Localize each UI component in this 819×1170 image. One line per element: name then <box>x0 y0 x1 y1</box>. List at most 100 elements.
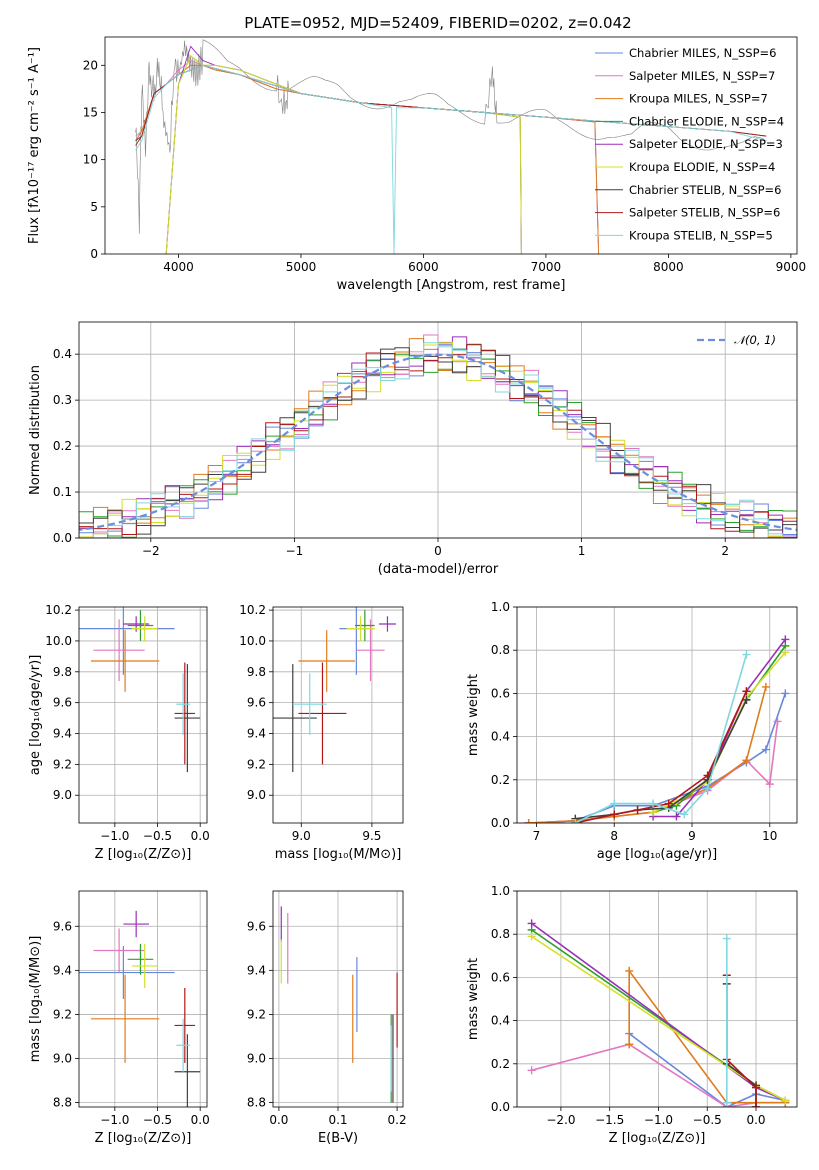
legend-entry: Chabrier STELIB, N_SSP=6 <box>629 183 781 197</box>
x-axis-label: age [log₁₀(age/yr)] <box>597 847 718 862</box>
mass-weight-marker <box>761 745 770 754</box>
spectrum-legend: Chabrier MILES, N_SSP=6 Salpeter MILES, N… <box>595 46 784 242</box>
x-tick-label: 6000 <box>408 260 439 274</box>
mass-weight-marker <box>610 810 619 819</box>
y-tick-label: 0.6 <box>491 686 510 700</box>
error-bar-point <box>93 619 145 682</box>
mass-vs-ebv-frame <box>272 890 404 1108</box>
y-tick-label: 0.2 <box>53 439 72 453</box>
mass-weight-marker <box>761 682 770 691</box>
error-bar-point <box>123 910 149 938</box>
model-spectrum-line <box>135 64 600 254</box>
y-tick-label: 9.4 <box>53 963 72 977</box>
mass-weight-marker <box>703 771 712 780</box>
error-bar-point <box>354 610 375 641</box>
x-tick-label: 9.5 <box>362 829 381 843</box>
mass-weight-marker <box>680 810 689 819</box>
error-bar-point <box>90 630 160 692</box>
y-tick-label: 9.0 <box>247 788 266 802</box>
y-tick-label: 1.0 <box>491 884 510 898</box>
error-bar-point <box>93 928 145 973</box>
x-axis-label: E(B-V) <box>318 1131 358 1146</box>
error-bar-point <box>356 619 385 682</box>
y-tick-label: 0.0 <box>53 531 72 545</box>
mass-weight-marker <box>672 812 681 821</box>
x-axis-label: Z [log₁₀(Z/Z⊙)] <box>95 847 192 862</box>
y-tick-label: 9.4 <box>247 963 266 977</box>
y-tick-label: 8.8 <box>53 1096 72 1110</box>
age-vs-mass-frame <box>272 606 404 824</box>
x-tick-label: 0.1 <box>328 1113 347 1127</box>
x-tick-label: 0.0 <box>191 829 210 843</box>
x-tick-label: −1 <box>286 544 304 558</box>
x-tick-label: 9 <box>688 829 696 843</box>
observed-spectrum-line <box>135 39 765 234</box>
x-tick-label: 0.0 <box>746 1113 765 1127</box>
model-spectrum-line <box>165 55 522 254</box>
x-tick-label: 8 <box>610 829 618 843</box>
model-spectrum-line <box>165 55 522 254</box>
y-tick-label: 10.2 <box>45 603 72 617</box>
error-bar-point <box>90 974 160 1063</box>
mass-vs-ebv-plot-area <box>280 906 398 1103</box>
error-bar-point <box>174 987 196 1063</box>
legend-entry: Chabrier MILES, N_SSP=6 <box>629 46 776 60</box>
mass-weight-marker <box>649 799 658 808</box>
error-bar-point <box>292 673 327 736</box>
y-tick-label: 9.2 <box>247 757 266 771</box>
x-tick-label: −1.0 <box>644 1113 673 1127</box>
mass-weight-marker <box>527 919 536 928</box>
mass-vs-Z-frame <box>78 890 208 1108</box>
spectrum-panel: 4000 5000 6000 7000 8000 9000 0 5 10 15 20 waveleng… <box>27 36 807 293</box>
y-tick-label: 9.6 <box>247 696 266 710</box>
mass-weight-vs-Z-plot-area <box>527 919 790 1107</box>
x-axis-label: mass [log₁₀(M/M⊙)] <box>275 847 402 862</box>
y-tick-label: 0 <box>90 247 98 261</box>
y-tick-label: 9.4 <box>53 727 72 741</box>
x-axis-label: (data-model)/error <box>378 562 499 577</box>
x-tick-label: 1 <box>578 544 586 558</box>
y-axis-label: age [log₁₀(age/yr)] <box>28 655 43 776</box>
legend-entry: Salpeter ELODIE, N_SSP=3 <box>629 137 783 151</box>
y-axis-label: Normed distribution <box>28 365 43 495</box>
legend-entry: 𝒩(0, 1) <box>734 333 776 347</box>
y-tick-label: 9.0 <box>247 1052 266 1066</box>
y-tick-label: 9.6 <box>53 919 72 933</box>
mass-weight-marker <box>742 650 751 659</box>
mass-weight-marker <box>527 932 536 941</box>
x-tick-label: 5000 <box>286 260 317 274</box>
age-vs-Z-plot-area <box>79 607 201 773</box>
x-axis-label: wavelength [Angstrom, rest frame] <box>337 278 566 293</box>
normal-reference-curve <box>79 353 797 532</box>
x-tick-label: 4000 <box>163 260 194 274</box>
x-tick-label: 8000 <box>653 260 684 274</box>
mass-weight-marker <box>752 1083 761 1092</box>
x-tick-label: −2 <box>142 544 160 558</box>
mass-weight-line <box>628 1032 786 1107</box>
y-tick-label: 0.6 <box>491 970 510 984</box>
x-tick-label: 0.0 <box>191 1113 210 1127</box>
legend-entry: Kroupa ELODIE, N_SSP=4 <box>629 160 775 174</box>
x-tick-label: 9000 <box>776 260 807 274</box>
mass-weight-marker <box>571 819 580 823</box>
y-tick-label: 9.6 <box>247 919 266 933</box>
y-tick-label: 20 <box>83 58 98 72</box>
error-bar-point <box>131 943 158 988</box>
error-bar-point <box>298 630 355 692</box>
mass-vs-Z-panel: −1.0 −0.5 0.0 8.8 9.0 9.2 9.4 9.6 Z [log₁₀(Z/Z⊙)… <box>28 890 210 1146</box>
mass-weight-marker <box>664 799 673 808</box>
model-spectrum-line <box>165 45 522 254</box>
y-axis-label: mass weight <box>466 958 481 1040</box>
mass-weight-marker <box>625 1040 634 1049</box>
mass-weight-line <box>574 654 748 823</box>
legend-entry: Kroupa MILES, N_SSP=7 <box>629 92 768 106</box>
y-tick-label: 8.8 <box>247 1096 266 1110</box>
x-tick-label: 10 <box>762 829 777 843</box>
y-tick-label: 9.0 <box>53 1052 72 1066</box>
mass-weight-line <box>652 645 786 813</box>
legend-entry: Kroupa STELIB, N_SSP=5 <box>629 228 773 242</box>
legend-entry: Salpeter MILES, N_SSP=7 <box>629 69 775 83</box>
y-tick-label: 9.0 <box>53 788 72 802</box>
y-tick-label: 9.2 <box>53 757 72 771</box>
mass-weight-marker <box>781 635 790 644</box>
